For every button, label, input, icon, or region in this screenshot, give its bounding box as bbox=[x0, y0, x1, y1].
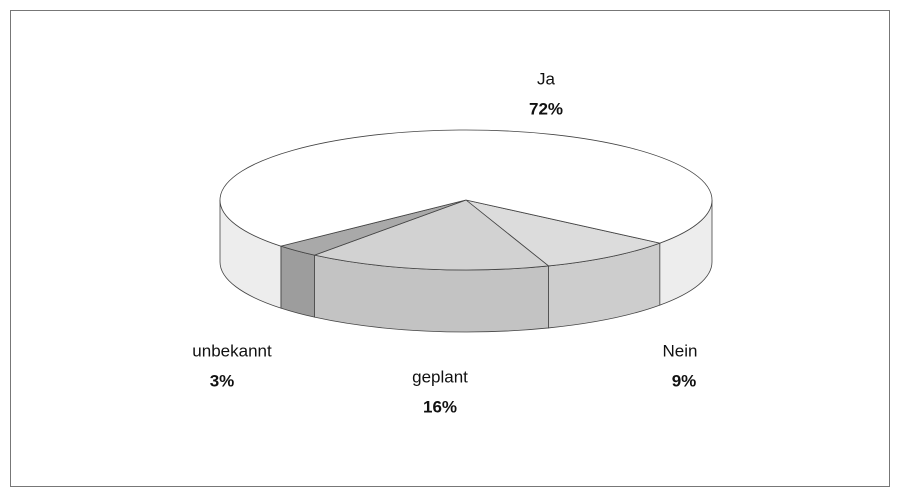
slice-value-label: 3% bbox=[210, 371, 235, 390]
slice-label: Nein bbox=[663, 341, 698, 360]
pie-labels: Nein 9% geplant 16% unbekannt 3% Ja 72% bbox=[192, 69, 697, 416]
pie-slice bbox=[465, 199, 662, 267]
slice-value-label: 9% bbox=[672, 371, 697, 390]
slice-label: Ja bbox=[537, 69, 556, 88]
pie-slice bbox=[219, 129, 713, 247]
slice-label: geplant bbox=[412, 367, 468, 386]
pie-side bbox=[280, 245, 315, 318]
pie-slice bbox=[313, 199, 550, 271]
slice-value-label: 72% bbox=[529, 99, 563, 118]
slice-value-label: 16% bbox=[423, 397, 457, 416]
pie-tops bbox=[219, 129, 713, 271]
slice-label: unbekannt bbox=[192, 341, 272, 360]
pie-sides bbox=[219, 199, 713, 333]
